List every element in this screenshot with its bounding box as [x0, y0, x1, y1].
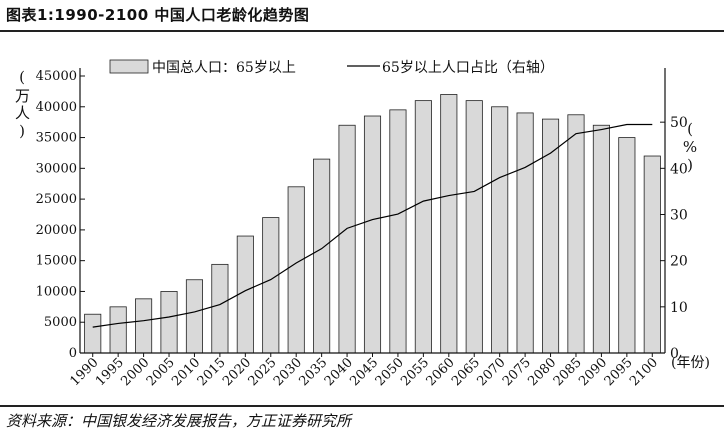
bar [338, 124, 356, 354]
bar [211, 263, 229, 354]
bottom-rule [0, 405, 724, 407]
bar [414, 100, 432, 354]
bar [440, 94, 458, 354]
x-tick-label: 2080 [525, 355, 559, 389]
bar [465, 100, 483, 354]
x-tick-label: 2100 [627, 355, 661, 389]
x-tick-label: 2005 [144, 355, 178, 389]
bar [236, 235, 254, 354]
right-tick-label: 20 [670, 254, 688, 270]
left-tick-label: 45000 [36, 69, 77, 84]
x-tick-label: 2070 [474, 355, 508, 389]
bar [262, 217, 280, 354]
x-tick-label: 2065 [449, 355, 483, 389]
top-rule [0, 30, 724, 32]
x-tick-label: 2040 [322, 355, 356, 389]
x-tick-label: 2015 [195, 355, 229, 389]
right-tick-label: 0 [670, 346, 679, 362]
x-tick-label: 2025 [246, 355, 280, 389]
bar [389, 109, 407, 354]
bar [160, 291, 178, 354]
x-tick-label: 2060 [424, 355, 458, 389]
x-tick-label: 2010 [169, 355, 203, 389]
x-tick-label: 2050 [373, 355, 407, 389]
x-tick-label: 2030 [271, 355, 305, 389]
x-tick-label: 2045 [347, 355, 381, 389]
x-axis-unit: (年份) [671, 355, 710, 371]
bar [618, 137, 636, 354]
bar [135, 298, 153, 354]
x-tick-label: 2085 [551, 355, 585, 389]
x-tick-label: 1995 [93, 355, 127, 389]
bar [542, 118, 560, 354]
figure-title: 图表1:1990-2100 中国人口老龄化趋势图 [6, 6, 310, 24]
left-tick-label: 20000 [36, 223, 77, 238]
left-axis-unit: (万人) [13, 68, 31, 142]
bar [516, 112, 534, 354]
bar [491, 106, 509, 354]
x-tick-label: 2000 [118, 355, 152, 389]
source-note: 资料来源：中国银发经济发展报告，方正证券研究所 [6, 412, 352, 430]
combo-chart: 0500010000150002000025000300003500040000… [13, 59, 710, 389]
x-tick-label: 2020 [220, 355, 254, 389]
x-tick-label: 2075 [500, 355, 534, 389]
x-tick-label: 2090 [576, 355, 610, 389]
legend-line-label: 65岁以上人口占比（右轴） [382, 60, 554, 76]
bar [567, 114, 585, 354]
bar [109, 306, 127, 354]
bar [185, 279, 203, 354]
x-tick-label: 2035 [296, 355, 330, 389]
x-tick-label: 2055 [398, 355, 432, 389]
right-tick-label: 50 [670, 115, 688, 131]
legend-bar-label: 中国总人口：65岁以上 [152, 60, 296, 76]
bar [84, 313, 102, 354]
left-tick-label: 25000 [36, 192, 77, 207]
left-tick-label: 5000 [44, 315, 77, 330]
left-tick-label: 15000 [36, 254, 77, 269]
bar-series [84, 94, 661, 354]
bar [592, 124, 610, 354]
bar [643, 155, 661, 354]
left-tick-label: 0 [69, 346, 77, 361]
left-tick-label: 35000 [36, 131, 77, 146]
legend: 中国总人口：65岁以上 65岁以上人口占比（右轴） [109, 59, 554, 76]
x-tick-label: 2095 [602, 355, 636, 389]
left-tick-label: 30000 [36, 161, 77, 176]
right-axis-unit: (%) [681, 120, 699, 174]
bar [287, 186, 305, 354]
left-tick-label: 10000 [36, 284, 77, 299]
line-series [92, 123, 653, 328]
bar [313, 158, 331, 354]
left-tick-label: 40000 [36, 100, 77, 115]
legend-bar-swatch [109, 59, 149, 74]
right-tick-label: 30 [670, 208, 688, 224]
right-tick-label: 10 [670, 300, 688, 316]
line-path [92, 123, 653, 328]
bar [363, 115, 382, 354]
right-tick-label: 40 [670, 161, 688, 177]
